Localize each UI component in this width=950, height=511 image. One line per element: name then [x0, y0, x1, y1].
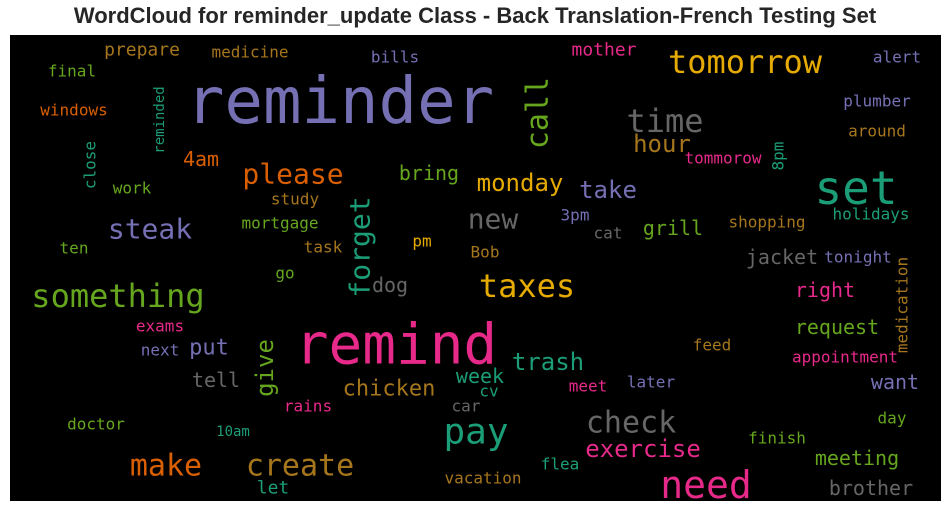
word-tomorrow: tomorrow [668, 43, 823, 81]
word-call: call [521, 77, 556, 149]
word-windows: windows [40, 101, 107, 120]
word-reminded: reminded [152, 86, 168, 153]
wordcloud-canvas: reminder remind set need pay tomorrow somethin… [10, 35, 941, 501]
word-go: go [275, 264, 294, 283]
word-chicken: chicken [343, 377, 436, 402]
word-final: final [48, 62, 96, 81]
word-tell: tell [192, 368, 240, 392]
word-taxes: taxes [479, 267, 575, 305]
word-brother: brother [829, 476, 913, 500]
word-jacket: jacket [746, 245, 818, 269]
word-take: take [579, 176, 637, 204]
word-give: give [251, 339, 279, 397]
word-forget: forget [344, 196, 377, 297]
wordcloud-background [10, 35, 941, 501]
word-prepare: prepare [104, 40, 180, 61]
word-shopping: shopping [728, 213, 805, 232]
word-exams: exams [136, 317, 184, 336]
word-grill: grill [643, 216, 703, 240]
word-reminder: reminder [186, 65, 494, 139]
word-tommorow: tommorow [684, 149, 761, 168]
word-bob: Bob [471, 243, 500, 262]
word-bills: bills [371, 48, 419, 67]
word-remind: remind [295, 313, 497, 378]
word-pay: pay [443, 412, 508, 453]
word-around: around [848, 122, 906, 141]
word-feed: feed [693, 336, 732, 355]
word-3pm: 3pm [561, 206, 590, 225]
word-vacation: vacation [444, 469, 521, 488]
word-exercise: exercise [585, 435, 701, 463]
word-later: later [627, 373, 676, 392]
word-need: need [660, 463, 752, 501]
word-create: create [246, 449, 354, 484]
word-monday: monday [477, 169, 564, 197]
word-day: day [878, 409, 907, 428]
word-alert: alert [873, 48, 921, 67]
word-check: check [586, 406, 676, 441]
word-medication: medication [893, 257, 912, 353]
word-want: want [871, 370, 919, 394]
word-bring: bring [399, 161, 459, 185]
word-meet: meet [569, 377, 608, 396]
word-holidays: holidays [832, 205, 909, 224]
word-close: close [81, 141, 100, 189]
word-please: please [242, 158, 343, 191]
word-10am: 10am [216, 424, 250, 440]
word-trash: trash [512, 348, 584, 376]
word-finish: finish [748, 429, 806, 448]
word-8pm: 8pm [769, 142, 788, 171]
word-request: request [795, 315, 879, 339]
word-doctor: doctor [67, 415, 125, 434]
word-make: make [130, 449, 202, 484]
word-mother: mother [571, 40, 636, 61]
word-4am: 4am [183, 147, 219, 171]
word-hour: hour [633, 130, 691, 158]
word-study: study [271, 190, 320, 209]
word-right: right [795, 278, 855, 302]
word-plumber: plumber [843, 92, 911, 111]
word-set: set [814, 161, 897, 215]
word-rains: rains [284, 397, 332, 416]
word-flea: flea [541, 455, 580, 474]
word-put: put [189, 336, 229, 361]
word-group: reminder remind set need pay tomorrow somethin… [31, 40, 921, 502]
word-ten: ten [60, 239, 89, 258]
word-meeting: meeting [815, 446, 899, 470]
word-appointment: appointment [792, 348, 898, 367]
word-task: task [304, 238, 343, 257]
word-something: something [31, 277, 204, 315]
word-cat: cat [594, 224, 623, 243]
word-pm: pm [412, 232, 431, 251]
word-week: week [456, 364, 504, 388]
chart-title: WordCloud for reminder_update Class - Ba… [73, 3, 877, 28]
word-tonight: tonight [824, 248, 891, 267]
word-time: time [626, 102, 703, 140]
word-medicine: medicine [211, 43, 288, 62]
word-cv: cv [479, 382, 498, 401]
word-work: work [113, 179, 152, 198]
word-steak: steak [108, 213, 192, 246]
word-dog: dog [372, 273, 408, 297]
word-let: let [257, 478, 290, 499]
word-car: car [452, 397, 481, 416]
word-next: next [141, 341, 180, 360]
word-new: new [468, 203, 519, 236]
word-mortgage: mortgage [241, 214, 318, 233]
